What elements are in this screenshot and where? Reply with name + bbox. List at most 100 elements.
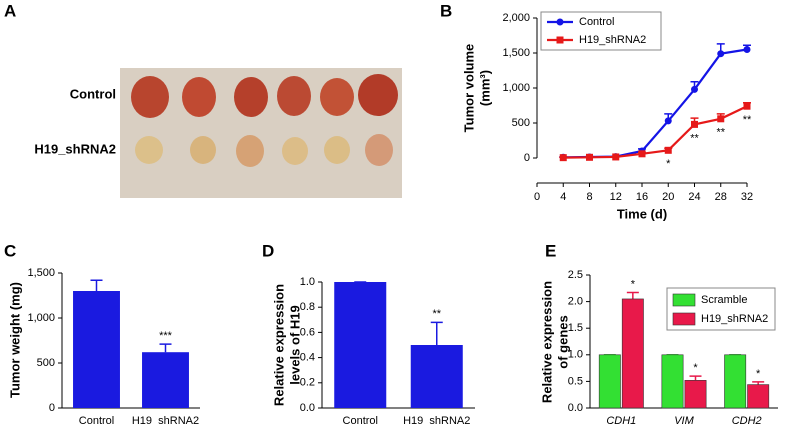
line	[563, 48, 748, 159]
point	[559, 154, 567, 162]
legend-swatch	[672, 293, 696, 307]
y-tick-label: 1.5	[568, 322, 583, 334]
x-tick-label: 0	[534, 191, 540, 203]
annotation: *	[631, 278, 636, 290]
y-tick-label: 0.0	[300, 402, 315, 414]
y-tick-label: 1,500	[502, 47, 530, 59]
y-tick-label: 0.6	[300, 326, 315, 338]
legend-marker	[556, 36, 564, 44]
annotation: **	[716, 127, 725, 139]
point	[664, 117, 672, 125]
point	[743, 102, 751, 110]
y-tick-label: 0.2	[300, 377, 315, 389]
panel-letter: E	[545, 241, 556, 260]
x-tick-label: 4	[560, 191, 566, 203]
legend-label: H19_shRNA2	[579, 34, 646, 46]
panel-letter: C	[4, 241, 16, 260]
error-bar	[90, 279, 103, 291]
x-tick-label: CDH1	[606, 415, 636, 424]
y-axis-label: (mm³)	[477, 70, 492, 106]
legend-box	[666, 287, 776, 331]
y-axis-label: levels of H19	[287, 305, 302, 385]
y-axis-label: Relative expression	[271, 284, 286, 406]
y-tick-label: 1,000	[502, 82, 530, 94]
error-bar	[159, 343, 172, 353]
bar	[142, 352, 189, 408]
point	[717, 115, 725, 123]
y-tick-label: 2.5	[568, 269, 583, 281]
row-label: H19_shRNA2	[34, 141, 116, 156]
annotation: *	[693, 362, 698, 374]
point	[612, 153, 620, 161]
point	[586, 153, 593, 161]
point	[691, 85, 698, 93]
bar	[661, 354, 684, 409]
line	[563, 105, 748, 159]
error-bar	[626, 291, 639, 299]
y-tick-label: 2,000	[502, 12, 530, 24]
x-tick-label: 16	[636, 191, 648, 203]
point	[717, 50, 725, 58]
y-tick-label: 1.0	[568, 349, 583, 361]
annotation: ***	[159, 330, 173, 342]
x-tick-label: 28	[715, 191, 727, 203]
y-tick-label: 1,000	[27, 312, 55, 324]
legend-label: H19_shRNA2	[701, 313, 768, 325]
bar	[724, 354, 747, 409]
error-bar	[752, 381, 765, 385]
panel-letter: D	[262, 241, 274, 260]
y-axis-label: Relative expression	[539, 281, 554, 403]
y-axis-label: of genes	[555, 315, 570, 368]
point	[638, 150, 646, 158]
y-tick-label: 0	[49, 402, 55, 414]
row-label: Control	[70, 86, 116, 101]
bar	[684, 380, 707, 409]
x-tick-label: Control	[343, 415, 378, 424]
x-tick-label: H19_shRNA2	[132, 415, 199, 424]
y-tick-label: 0	[524, 152, 530, 164]
error-bar	[430, 321, 443, 345]
y-tick-label: 2.0	[568, 296, 583, 308]
point	[664, 146, 672, 154]
tumors	[131, 74, 398, 167]
x-tick-label: VIM	[674, 415, 694, 424]
panel-letter: B	[440, 1, 452, 20]
annotation: **	[432, 308, 441, 320]
y-tick-label: 0.8	[300, 301, 315, 313]
annotation: *	[666, 158, 671, 170]
point	[743, 46, 751, 53]
bar	[334, 282, 387, 408]
legend-label: Control	[579, 16, 614, 28]
x-tick-label: CDH2	[732, 415, 762, 424]
panel-letter: A	[4, 1, 16, 20]
x-tick-label: 32	[741, 191, 753, 203]
legend-swatch	[672, 312, 696, 326]
y-tick-label: 1.0	[300, 276, 315, 288]
x-tick-label: 12	[610, 191, 622, 203]
x-tick-label: Control	[79, 415, 114, 424]
point	[691, 120, 698, 128]
legend-label: Scramble	[701, 294, 747, 306]
y-tick-label: 0.5	[568, 375, 583, 387]
y-axis-label: Tumor volume	[461, 44, 476, 133]
bar	[73, 291, 120, 408]
annotation: **	[743, 114, 752, 126]
annotation: **	[690, 132, 699, 144]
x-tick-label: 24	[688, 191, 700, 203]
bar	[621, 298, 644, 409]
annotation: *	[756, 368, 761, 380]
x-axis-label: Time (d)	[617, 206, 667, 221]
error-bar	[689, 375, 702, 381]
x-tick-label: H19_shRNA2	[403, 415, 470, 424]
legend-box	[540, 11, 662, 51]
bar	[747, 384, 770, 409]
y-tick-label: 1,500	[27, 267, 55, 279]
x-tick-label: 20	[662, 191, 674, 203]
y-tick-label: 0.0	[568, 402, 583, 414]
bar	[410, 345, 463, 408]
legend-marker	[556, 18, 564, 26]
y-axis-label: Tumor weight (mg)	[7, 282, 22, 398]
y-tick-label: 0.4	[300, 352, 315, 364]
y-tick-label: 500	[512, 117, 530, 129]
